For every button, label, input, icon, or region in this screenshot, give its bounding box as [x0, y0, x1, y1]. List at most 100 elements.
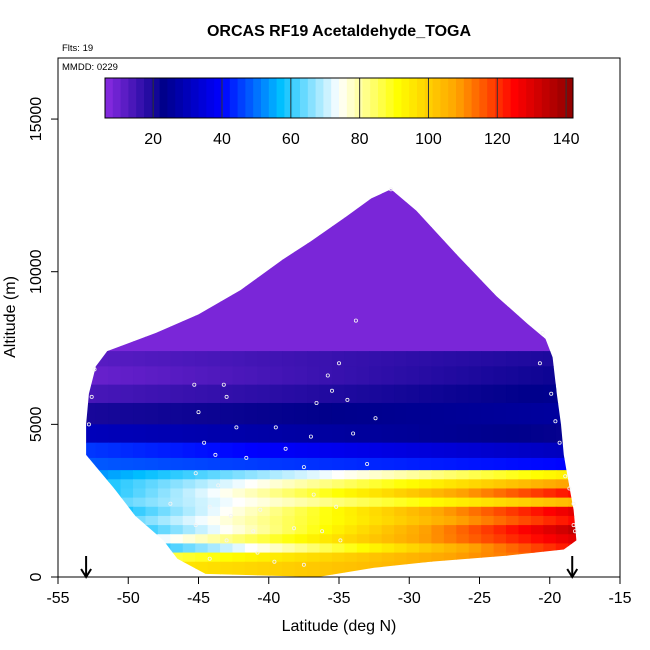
- heat-cell: [543, 515, 557, 526]
- heat-cell: [195, 189, 209, 352]
- heat-cell: [220, 515, 234, 526]
- heat-cell: [506, 479, 520, 490]
- heat-cell: [220, 525, 234, 535]
- colorbar-block: [315, 78, 324, 118]
- heat-cell: [195, 534, 209, 545]
- heat-cell: [369, 470, 383, 480]
- heat-cell: [456, 457, 470, 471]
- heat-cell: [369, 351, 383, 367]
- heat-cell: [568, 543, 577, 554]
- heat-cell: [419, 470, 433, 480]
- heat-cell: [182, 366, 196, 386]
- heat-cell: [381, 506, 395, 517]
- heat-cell: [369, 506, 383, 517]
- heat-cell: [356, 479, 370, 490]
- heat-cell: [530, 552, 544, 563]
- heat-cell: [195, 479, 209, 490]
- heat-cell: [406, 497, 420, 508]
- heat-cell: [443, 525, 457, 535]
- heat-cell: [195, 457, 209, 471]
- heat-cell: [506, 534, 520, 545]
- heat-cell: [555, 189, 569, 352]
- sample-point: [213, 452, 218, 457]
- x-tick-label: -45: [187, 590, 210, 607]
- heat-cell: [344, 366, 358, 386]
- sample-point: [571, 523, 576, 528]
- heat-cell: [319, 189, 333, 352]
- heat-cell: [220, 189, 234, 352]
- colorbar-block: [292, 78, 301, 118]
- sample-point: [221, 382, 226, 387]
- heat-cell: [170, 479, 184, 490]
- heat-cell: [530, 488, 544, 499]
- heat-cell: [568, 534, 577, 545]
- sample-point: [273, 425, 278, 430]
- heat-cell: [307, 534, 321, 545]
- heat-cell: [468, 351, 482, 367]
- heat-cell: [145, 543, 159, 554]
- heat-cell: [244, 442, 258, 459]
- heat-cell: [319, 457, 333, 471]
- heat-cell: [195, 561, 209, 577]
- heat-cell: [157, 543, 171, 554]
- x-tick-label: -20: [538, 590, 561, 607]
- heat-cell: [108, 384, 122, 404]
- heat-cell: [133, 402, 147, 425]
- heat-cell: [568, 457, 577, 471]
- x-tick-label: -50: [117, 590, 140, 607]
- heat-cell: [381, 515, 395, 526]
- heat-cell: [568, 470, 577, 480]
- heat-cell: [319, 552, 333, 563]
- heat-cell: [356, 442, 370, 459]
- heat-cell: [381, 497, 395, 508]
- heat-cell: [95, 515, 109, 526]
- sample-point: [192, 382, 197, 387]
- heat-cell: [120, 442, 134, 459]
- colorbar-block: [432, 78, 441, 118]
- heat-cell: [456, 366, 470, 386]
- heat-cell: [468, 497, 482, 508]
- heat-cell: [419, 442, 433, 459]
- heat-cell: [530, 543, 544, 554]
- heat-cell: [232, 351, 246, 367]
- heat-cell: [456, 488, 470, 499]
- heat-cell: [170, 497, 184, 508]
- heat-cell: [431, 470, 445, 480]
- sample-point: [244, 455, 249, 460]
- heat-cell: [282, 552, 296, 563]
- heat-cell: [331, 402, 345, 425]
- heat-cell: [307, 515, 321, 526]
- heat-cell: [468, 534, 482, 545]
- heat-cell: [232, 561, 246, 577]
- heat-cell: [294, 457, 308, 471]
- heat-cell: [95, 442, 109, 459]
- heat-cell: [95, 351, 109, 367]
- heat-cell: [244, 351, 258, 367]
- heat-cell: [481, 442, 495, 459]
- heat-cell: [543, 525, 557, 535]
- heat-cell: [331, 479, 345, 490]
- heat-cell: [170, 488, 184, 499]
- heat-cell: [543, 470, 557, 480]
- sample-point: [283, 446, 288, 451]
- sample-point: [325, 373, 330, 378]
- heat-cell: [381, 384, 395, 404]
- sample-point: [353, 318, 358, 323]
- heat-cell: [133, 457, 147, 471]
- colorbar-block: [284, 78, 293, 118]
- sample-point: [224, 394, 229, 399]
- heat-cell: [369, 384, 383, 404]
- heat-cell: [456, 424, 470, 444]
- heat-cell: [269, 384, 283, 404]
- colorbar-block: [268, 78, 278, 118]
- heat-cell: [506, 506, 520, 517]
- heat-cell: [431, 442, 445, 459]
- heat-cell: [120, 384, 134, 404]
- heat-cell: [157, 506, 171, 517]
- heat-cell: [344, 497, 358, 508]
- heat-cell: [232, 488, 246, 499]
- heat-cell: [282, 189, 296, 352]
- heat-cell: [95, 506, 109, 517]
- heat-cell: [244, 384, 258, 404]
- heat-cell: [394, 534, 408, 545]
